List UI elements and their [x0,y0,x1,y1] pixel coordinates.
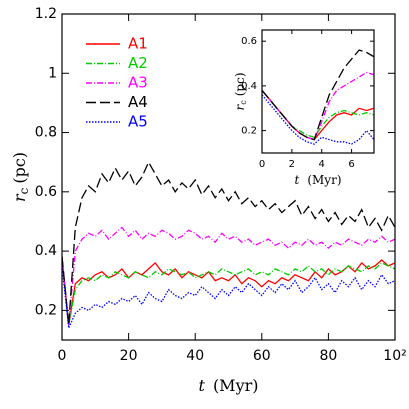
series-line [262,49,374,141]
series-line [62,265,395,331]
x-tick-label: 0 [58,348,67,364]
x-tick-label: 60 [253,348,271,364]
x-label-unit: (Myr) [213,376,259,395]
y-tick-label: 0.8 [35,125,57,141]
y-tick-label: 0.6 [35,184,57,200]
y-label-symbol: r [10,193,29,202]
x-tick-label: 20 [120,348,138,364]
legend-label: A4 [128,93,148,111]
series-line [262,71,374,141]
x-tick-label: 80 [319,348,337,364]
x-tick-label: 0 [259,159,265,170]
y-label-unit: (pc) [10,152,29,184]
legend-label: A3 [128,74,148,92]
y-tick-label: 1.2 [35,6,57,22]
legend-label: A5 [128,113,148,131]
x-label-unit: (Myr) [307,173,341,187]
y-label-sub: c [17,187,31,194]
y-tick-label: 0.4 [241,81,257,92]
series-line [62,160,395,326]
y-tick-label: 1 [48,65,57,81]
frame [261,29,375,154]
y-axis-label: rc (pc) [233,73,249,111]
y-tick-label: 0.2 [241,126,257,137]
y-tick-label: 0.4 [35,243,57,259]
frame [61,13,396,341]
legend-label: A2 [128,54,148,72]
legend-label: A1 [128,35,148,53]
x-axis-label: t (Myr) [199,376,259,395]
y-tick-label: 0.2 [35,302,57,318]
x-tick-label: 10² [383,348,406,364]
y-label-unit: (pc) [233,73,247,97]
x-label-symbol: t [199,376,206,395]
y-label-sub: c [239,100,248,105]
x-tick-label: 6 [348,159,354,170]
series-line [262,94,374,145]
plot: 0 2 4 6 0.2 0.4 0.6 t (Myr) rc (pc) [233,29,375,187]
x-label-symbol: t [295,173,300,187]
series-line [62,256,395,326]
y-tick-label: 0.6 [241,36,257,47]
x-tick-label: 40 [186,348,204,364]
y-axis-label: rc (pc) [10,152,31,202]
x-tick-label: 4 [319,159,325,170]
x-tick-label: 2 [289,159,295,170]
x-axis-label: t (Myr) [295,173,342,187]
y-label-symbol: r [233,104,247,111]
series-line [62,226,395,326]
